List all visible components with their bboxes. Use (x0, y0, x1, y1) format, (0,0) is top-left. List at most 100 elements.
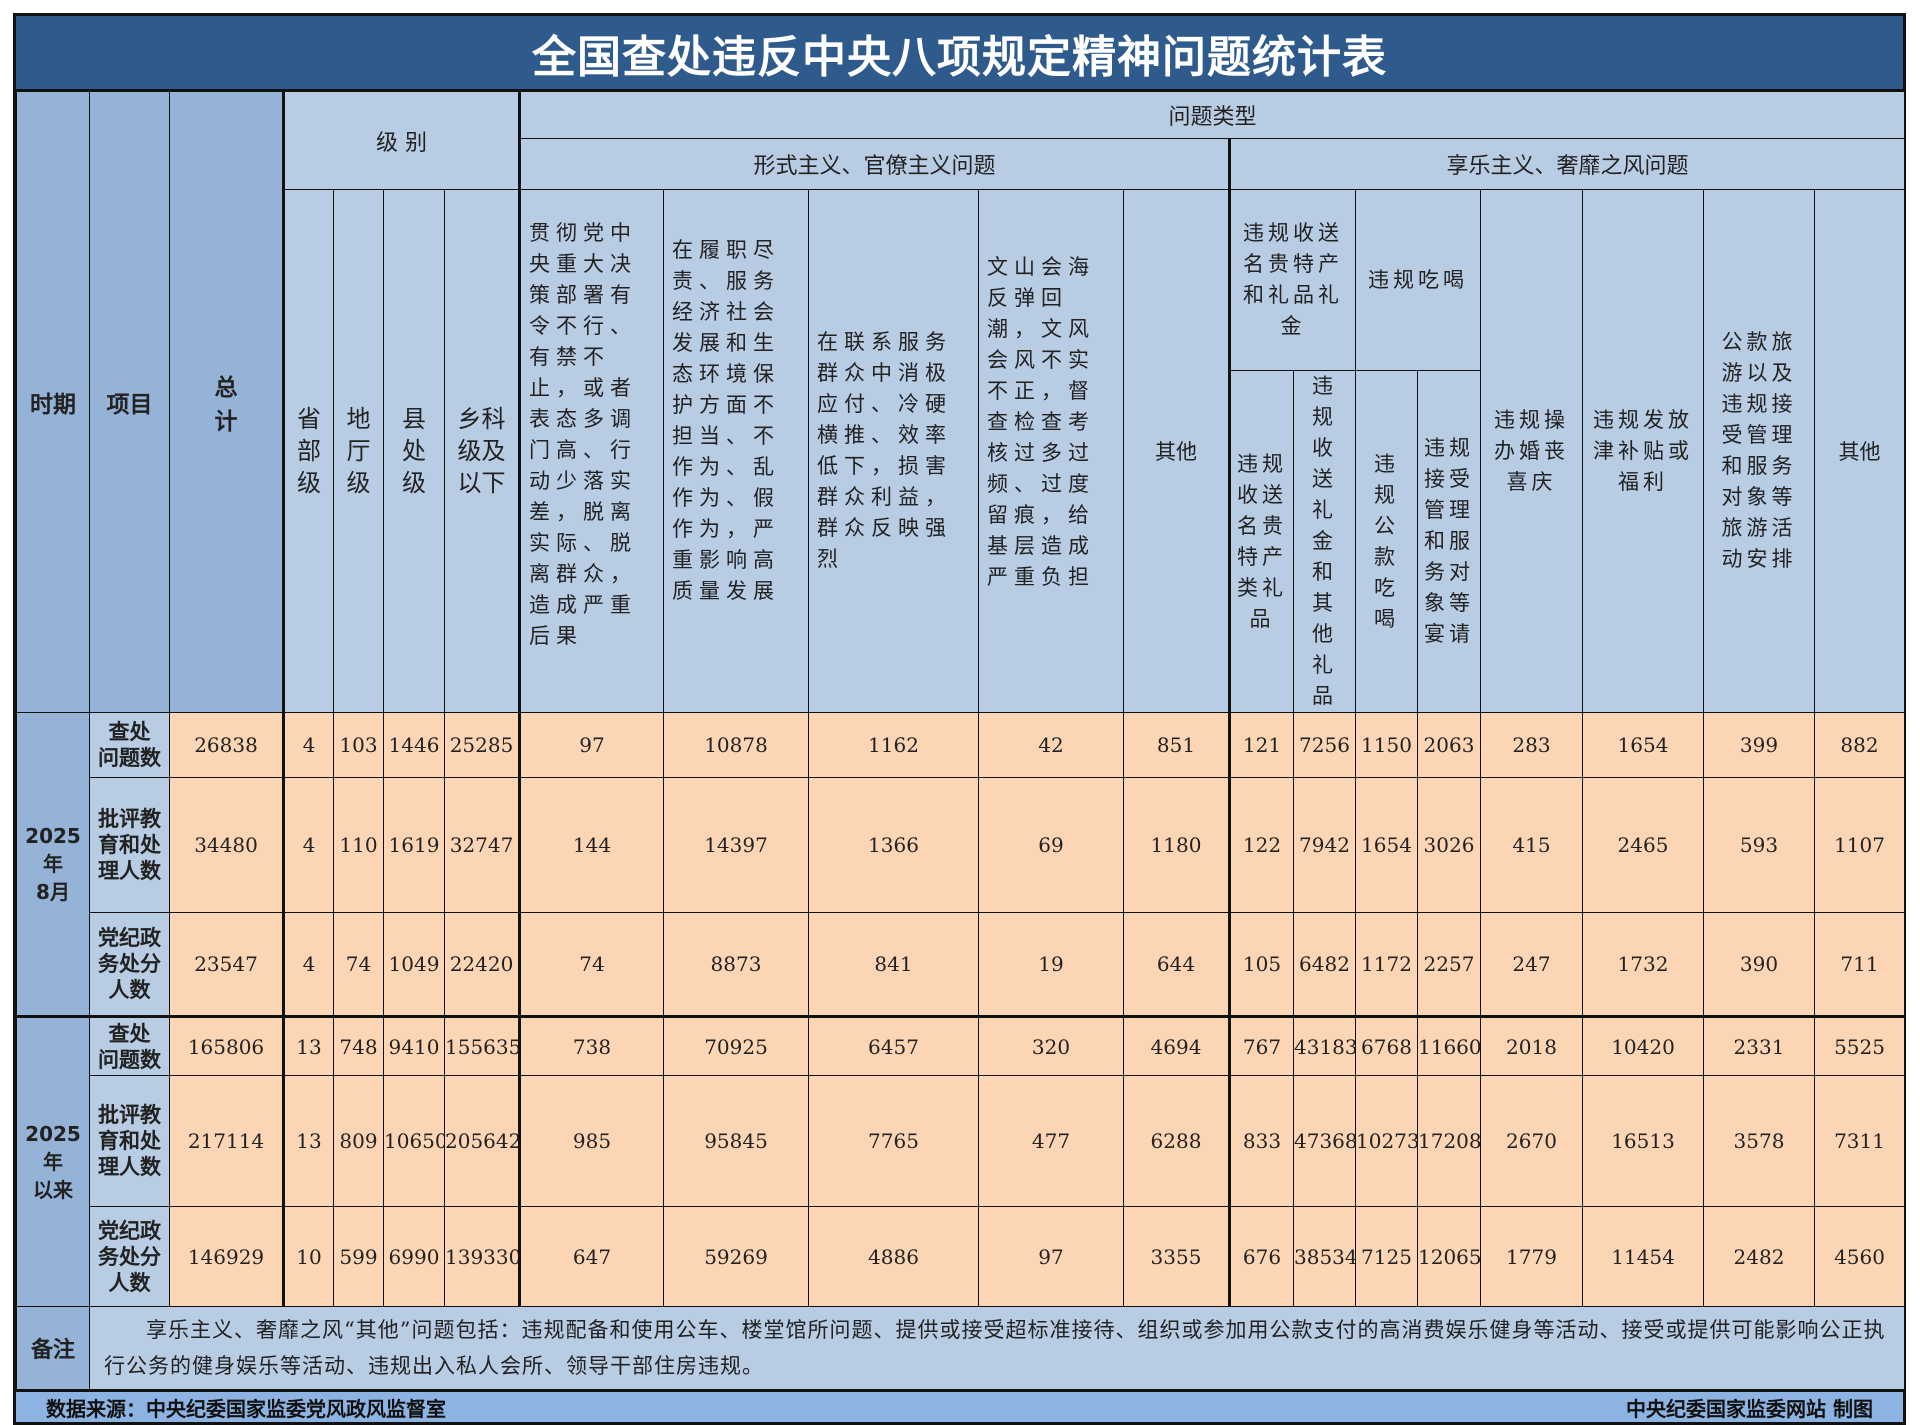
value-cell: 7256 (1293, 712, 1356, 778)
value-cell: 26838 (169, 712, 285, 778)
value-cell: 4694 (1123, 1016, 1231, 1076)
value-cell: 1366 (808, 777, 979, 913)
value-cell: 1172 (1355, 912, 1418, 1017)
value-cell: 12065 (1417, 1206, 1481, 1307)
value-cell: 165806 (169, 1016, 285, 1076)
period-cell: 2025年 8月 (16, 712, 90, 1017)
value-cell: 155635 (444, 1016, 521, 1076)
value-cell: 6288 (1123, 1075, 1231, 1207)
note-label: 备注 (16, 1306, 90, 1390)
value-cell: 1180 (1123, 777, 1231, 913)
value-cell: 11454 (1582, 1206, 1704, 1307)
value-cell: 247 (1480, 912, 1583, 1017)
header-dining-banquets: 违规接受管理和服务对象等宴请 (1417, 370, 1481, 713)
value-cell: 47368 (1293, 1075, 1356, 1207)
value-cell: 599 (333, 1206, 384, 1307)
header-level: 级 别 (283, 91, 521, 190)
table-row: 2025年 以来 查处 问题数 165806 13 748 9410 155635 738 70… (16, 1016, 1906, 1307)
value-cell: 7942 (1293, 777, 1356, 913)
header-period: 时期 (16, 91, 90, 713)
header-level-prefectural: 地 厅 级 (333, 189, 384, 713)
value-cell: 593 (1703, 777, 1815, 913)
value-cell: 105 (1229, 912, 1294, 1017)
header-problem-type: 问题类型 (518, 91, 1906, 139)
chart-credit: 中央纪委国家监委网站 制图 (1626, 1396, 1873, 1421)
item-cell: 查处 问题数 (89, 1016, 170, 1076)
value-cell: 103 (333, 712, 384, 778)
value-cell: 3355 (1123, 1206, 1231, 1307)
value-cell: 882 (1813, 712, 1906, 778)
value-cell: 676 (1229, 1206, 1294, 1307)
value-cell: 4 (283, 777, 334, 913)
item-cell: 查处 问题数 (89, 712, 170, 778)
value-cell: 14397 (663, 777, 809, 913)
value-cell: 2482 (1703, 1206, 1815, 1307)
value-cell: 144 (519, 777, 664, 913)
value-cell: 74 (333, 912, 384, 1017)
value-cell: 13 (283, 1075, 334, 1207)
header-dining-public-funds: 违规公款吃喝 (1355, 370, 1418, 713)
value-cell: 8873 (663, 912, 809, 1017)
value-cell: 16513 (1582, 1075, 1704, 1207)
value-cell: 1150 (1355, 712, 1418, 778)
statistics-table-sheet: 全国查处违反中央八项规定精神问题统计表 时期 项目 总 计 级 别 问题类型 形… (13, 13, 1906, 1425)
table-body: 2025年 8月 查处 问题数 26838 4 103 1446 25285 97 10878 1… (16, 712, 1906, 1307)
value-cell: 217114 (169, 1075, 285, 1207)
value-cell: 205642 (444, 1075, 521, 1207)
header-formalism-col-2: 在履职尽责、服务经济社会发展和生态环境保护方面不担当、不作为、乱作为、假作为，严… (663, 189, 809, 713)
value-cell: 1779 (1480, 1206, 1583, 1307)
value-cell: 10 (283, 1206, 334, 1307)
value-cell: 738 (519, 1016, 664, 1076)
value-cell: 22420 (444, 912, 521, 1017)
value-cell: 23547 (169, 912, 285, 1017)
item-cell: 批评教 育和处 理人数 (89, 777, 170, 913)
value-cell: 647 (519, 1206, 664, 1307)
value-cell: 10650 (383, 1075, 445, 1207)
header-formalism-col-1: 贯彻党中央重大决策部署有令不行、有禁不止，或者表态多调门高、行动少落实差，脱离实… (519, 189, 664, 713)
value-cell: 767 (1229, 1016, 1294, 1076)
value-cell: 1619 (383, 777, 445, 913)
value-cell: 1654 (1355, 777, 1418, 913)
value-cell: 841 (808, 912, 979, 1017)
header-weddings: 违规操办婚丧喜庆 (1480, 189, 1583, 713)
value-cell: 7125 (1355, 1206, 1418, 1307)
header-travel: 公款旅游以及违规接受管理和服务对象等旅游活动安排 (1703, 189, 1815, 713)
value-cell: 851 (1123, 712, 1231, 778)
item-cell: 党纪政 务处分 人数 (89, 1206, 170, 1307)
table-row: 党纪政 务处分 人数 146929 10 599 6990 139330 647 59269 4… (17, 1206, 1906, 1307)
value-cell: 4 (283, 712, 334, 778)
value-cell: 7765 (808, 1075, 979, 1207)
value-cell: 2018 (1480, 1016, 1583, 1076)
value-cell: 4886 (808, 1206, 979, 1307)
value-cell: 985 (519, 1075, 664, 1207)
header-formalism-other: 其他 (1123, 189, 1231, 713)
header-total: 总 计 (169, 91, 285, 713)
value-cell: 34480 (169, 777, 285, 913)
value-cell: 4 (283, 912, 334, 1017)
header-formalism-col-4: 文山会海反弹回潮，文风会风不实不正，督查检查考核过多过频、过度留痕，给基层造成严… (978, 189, 1124, 713)
value-cell: 6457 (808, 1016, 979, 1076)
value-cell: 1107 (1813, 777, 1906, 913)
value-cell: 283 (1480, 712, 1583, 778)
value-cell: 13 (283, 1016, 334, 1076)
value-cell: 1049 (383, 912, 445, 1017)
header-level-county: 县 处 级 (383, 189, 445, 713)
value-cell: 809 (333, 1075, 384, 1207)
table-row: 党纪政 务处分 人数 23547 4 74 1049 22420 74 8873 841 19 64… (16, 912, 1906, 1017)
value-cell: 1446 (383, 712, 445, 778)
statistics-table: 时期 项目 总 计 级 别 问题类型 形式主义、官僚主义问题 享乐主义、奢靡之风… (16, 91, 1906, 1390)
value-cell: 6482 (1293, 912, 1356, 1017)
header-item: 项目 (89, 91, 170, 713)
value-cell: 121 (1229, 712, 1294, 778)
header-subsidies: 违规发放津补贴或福利 (1582, 189, 1704, 713)
value-cell: 2257 (1417, 912, 1481, 1017)
value-cell: 415 (1480, 777, 1583, 913)
value-cell: 399 (1703, 712, 1815, 778)
note-text: 享乐主义、奢靡之风“其他”问题包括：违规配备和使用公车、楼堂馆所问题、提供或接受… (88, 1306, 1906, 1390)
table-title: 全国查处违反中央八项规定精神问题统计表 (16, 16, 1903, 91)
table-row: 批评教 育和处 理人数 34480 4 110 1619 32747 144 14397 136… (17, 777, 1906, 913)
value-cell: 146929 (169, 1206, 285, 1307)
value-cell: 7311 (1813, 1075, 1906, 1207)
value-cell: 10273 (1355, 1075, 1418, 1207)
data-source: 数据来源：中央纪委国家监委党风政风监督室 (46, 1396, 446, 1421)
